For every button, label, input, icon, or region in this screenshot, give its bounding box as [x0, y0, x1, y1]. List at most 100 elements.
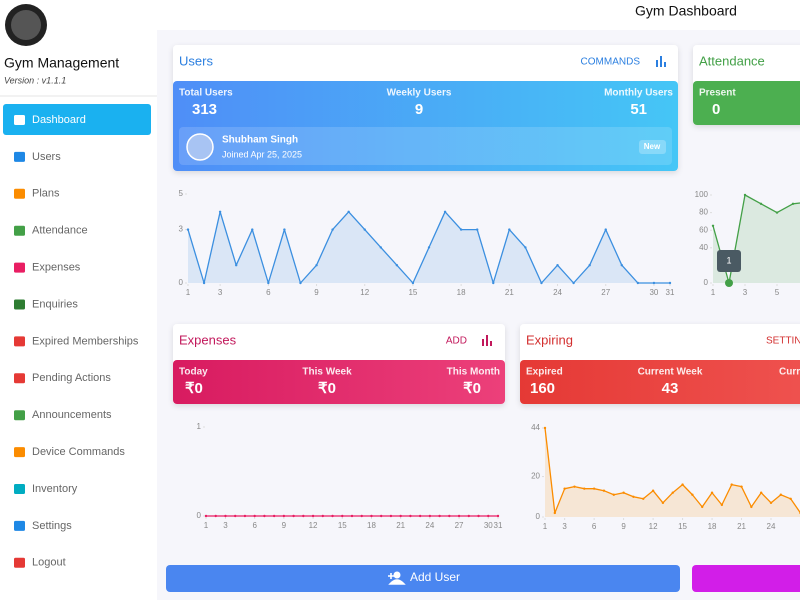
- x-tick-label: 24: [553, 288, 562, 297]
- x-tick-label: 9: [314, 288, 319, 297]
- settings-button[interactable]: SETTINGS: [766, 336, 800, 347]
- point: [622, 491, 625, 494]
- stats-panel: [173, 360, 505, 404]
- x-tick-label: 12: [649, 522, 658, 531]
- x-tick-label: 15: [678, 522, 687, 531]
- app-name: Gym Management: [4, 55, 119, 71]
- point: [496, 514, 500, 518]
- menu-item[interactable]: Inventory: [32, 483, 78, 495]
- stat-label: Total Users: [179, 88, 233, 99]
- menu-item[interactable]: Expenses: [32, 262, 81, 274]
- point: [602, 489, 606, 492]
- add-icon: [388, 573, 406, 585]
- menu-item[interactable]: Enquiries: [32, 298, 78, 310]
- badge: New: [644, 142, 661, 151]
- x-tick-label: 6: [252, 521, 257, 530]
- point: [642, 497, 645, 500]
- point: [202, 281, 206, 285]
- y-tick-label: 0: [704, 278, 709, 287]
- stat-label: Current Week: [638, 367, 703, 378]
- point: [292, 514, 295, 518]
- add-user-button[interactable]: Add User: [166, 565, 680, 592]
- attendance-card: Attendance Present 0: [693, 45, 800, 125]
- stat-value: 9: [415, 101, 423, 118]
- menu-item[interactable]: Users: [32, 151, 61, 163]
- point: [186, 228, 190, 231]
- x-tick-label: 30: [484, 521, 493, 530]
- point: [272, 514, 276, 518]
- menu-item[interactable]: Announcements: [32, 409, 112, 421]
- y-tick-label: 80: [699, 208, 708, 217]
- add-button[interactable]: ADD: [446, 336, 467, 347]
- commands-button[interactable]: COMMANDS: [581, 57, 641, 68]
- menu-icon: [14, 336, 25, 347]
- x-tick-label: 12: [360, 288, 369, 297]
- point: [411, 281, 415, 285]
- point: [427, 246, 431, 249]
- chart-icon[interactable]: [482, 335, 492, 346]
- x-tick-label: 1: [186, 288, 191, 297]
- point: [251, 228, 254, 231]
- secondary-button[interactable]: [692, 565, 800, 592]
- menu-icon: [14, 520, 25, 531]
- menu-item[interactable]: Expired Memberships: [32, 335, 139, 347]
- point: [750, 505, 753, 509]
- point: [331, 228, 334, 231]
- point: [540, 281, 543, 285]
- button-bg[interactable]: [166, 565, 680, 592]
- stats-panel: [693, 81, 800, 125]
- x-tick-label: 6: [266, 288, 271, 297]
- user-icon: [393, 571, 401, 579]
- point: [311, 514, 315, 518]
- point: [636, 281, 640, 285]
- x-tick-label: 18: [367, 521, 376, 530]
- point: [283, 228, 286, 231]
- y-tick-label: 100: [695, 190, 709, 199]
- recent-user-row[interactable]: [179, 127, 672, 165]
- point: [234, 514, 237, 518]
- point: [409, 514, 412, 518]
- stat-value: 313: [192, 101, 217, 118]
- point: [363, 228, 366, 231]
- card-title: Expiring: [526, 332, 573, 347]
- menu-item[interactable]: Plans: [32, 188, 60, 200]
- chart-icon[interactable]: [656, 56, 666, 67]
- point: [711, 224, 715, 227]
- menu-item[interactable]: Pending Actions: [32, 372, 111, 384]
- point: [543, 426, 547, 430]
- x-tick-label: 18: [457, 288, 466, 297]
- point: [350, 514, 354, 518]
- x-tick-label: 9: [282, 521, 287, 530]
- stat-value: 51: [630, 101, 647, 118]
- y-tick-label: 0: [179, 278, 184, 287]
- chart: 0 20 44 1 3 6 9 12 15 18 21 24: [531, 423, 800, 531]
- point: [253, 514, 256, 518]
- x-tick-label: 18: [708, 522, 717, 531]
- point: [743, 193, 747, 197]
- button-label: Add User: [410, 570, 460, 584]
- chart: 0 40 60 80 100 1 3 5 1: [695, 190, 800, 297]
- menu-icon: [14, 188, 25, 199]
- point: [791, 202, 795, 205]
- menu-item[interactable]: Logout: [32, 557, 66, 569]
- y-tick-label: 0: [197, 511, 202, 520]
- point: [399, 514, 402, 518]
- users-card: Users COMMANDS Total Users 313 Weekly Us…: [173, 45, 678, 171]
- point: [573, 485, 576, 488]
- point: [759, 491, 763, 494]
- point: [588, 264, 591, 267]
- area: [545, 428, 800, 517]
- point: [204, 514, 208, 518]
- stat-label: This Week: [302, 367, 352, 378]
- menu-item[interactable]: Attendance: [32, 225, 88, 237]
- point: [720, 503, 724, 507]
- menu-icon: [14, 447, 25, 458]
- menu-item[interactable]: Settings: [32, 520, 72, 532]
- menu-item[interactable]: Device Commands: [32, 446, 125, 458]
- point: [789, 497, 792, 500]
- menu-item[interactable]: Dashboard: [32, 114, 86, 126]
- point: [218, 210, 222, 213]
- point: [632, 495, 635, 498]
- point: [315, 264, 318, 267]
